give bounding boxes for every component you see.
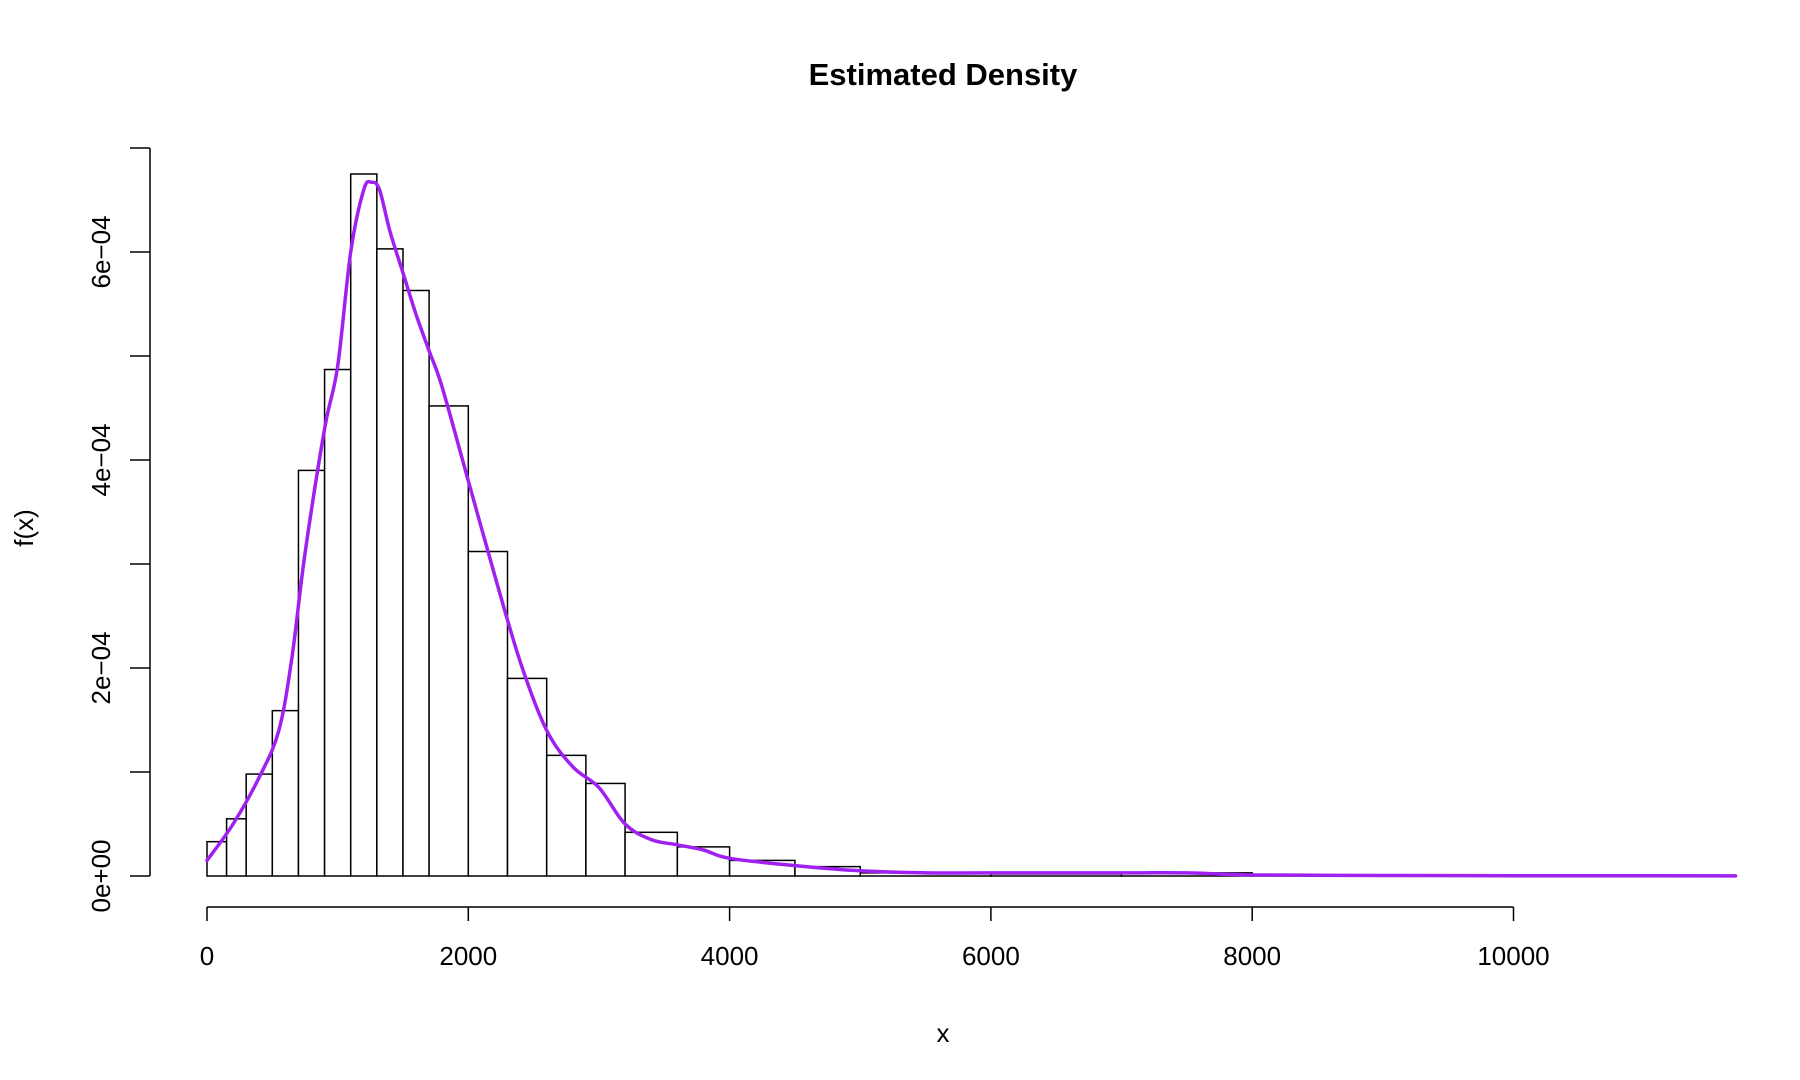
histogram-bar-11	[506, 677, 548, 877]
histogram-bars	[206, 173, 1515, 877]
x-tick-label-3: 6000	[962, 941, 1020, 971]
x-tick-label-1: 2000	[439, 941, 497, 971]
x-tick-label-0: 0	[200, 941, 214, 971]
y-tick-label-2: 2e−04	[86, 631, 116, 704]
x-tick-label-5: 10000	[1477, 941, 1549, 971]
y-axis-label: f(x)	[9, 509, 39, 547]
histogram-bar-9	[428, 405, 470, 877]
y-axis: 0e+00 2e−04 4e−04 6e−04	[86, 147, 151, 913]
histogram-bar-2	[245, 773, 274, 877]
y-tick-label-6: 6e−04	[86, 215, 116, 288]
x-tick-label-2: 4000	[701, 941, 759, 971]
histogram-bar-4	[297, 469, 326, 877]
histogram-bar-8	[402, 289, 430, 877]
chart-title: Estimated Density	[809, 57, 1079, 92]
histogram-bar-6	[349, 173, 378, 877]
y-tick-label-0: 0e+00	[86, 839, 116, 912]
x-axis: 0 2000 4000 6000 8000 10000	[200, 906, 1550, 971]
histogram-bar-5	[323, 368, 352, 877]
x-axis-label: x	[937, 1018, 950, 1048]
x-tick-label-4: 8000	[1223, 941, 1281, 971]
y-tick-label-4: 4e−04	[86, 423, 116, 496]
histogram-bar-7	[376, 248, 404, 877]
density-curve	[205, 179, 1738, 878]
